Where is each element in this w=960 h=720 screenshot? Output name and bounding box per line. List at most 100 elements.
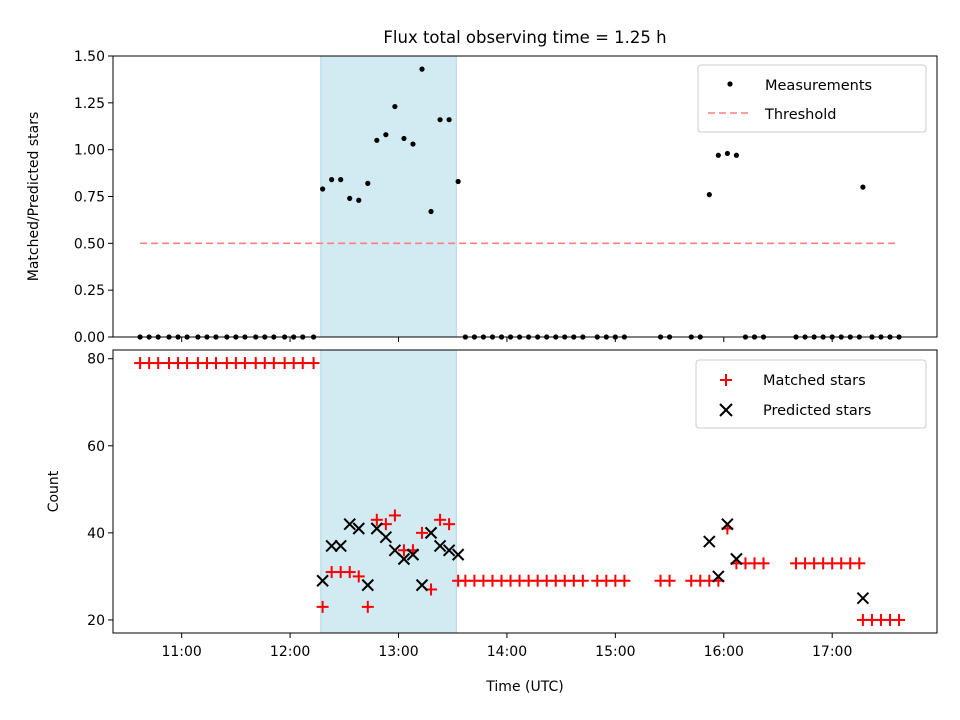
predicted-star-point [316, 574, 329, 587]
measurement-point [374, 137, 380, 143]
y-tick-label: 40 [87, 526, 105, 542]
matched-star-point [663, 574, 676, 587]
chart-title: Flux total observing time = 1.25 h [383, 28, 666, 47]
measurement-point [401, 135, 407, 142]
matched-star-points [134, 357, 906, 626]
x-tick-label: 14:00 [487, 644, 527, 660]
predicted-star-point [856, 591, 870, 605]
matched-star-point [210, 357, 222, 370]
matched-star-point [352, 570, 365, 583]
measurement-point [724, 150, 730, 157]
measurement-point [320, 186, 326, 192]
matched-star-point [181, 357, 194, 370]
measurement-point [338, 177, 344, 183]
matched-star-point [343, 566, 356, 579]
predicted-star-point [397, 552, 411, 566]
measurement-point [428, 208, 434, 215]
matched-star-point [370, 513, 383, 526]
measurement-point [356, 197, 362, 203]
predicted-star-point [379, 531, 393, 544]
measurement-point [455, 178, 461, 185]
ratio-legend: Measurements Threshold [697, 64, 927, 133]
observing-time-span [320, 55, 457, 338]
predicted-star-point [334, 539, 347, 553]
predicted-star-point [406, 548, 420, 561]
matched-star-point [316, 600, 329, 613]
predicted-star-point [712, 570, 725, 583]
matched-star-point [434, 513, 447, 526]
ratio-x-ticks [181, 337, 833, 342]
y-tick-label: 60 [87, 439, 105, 455]
x-tick-label: 11:00 [161, 644, 201, 660]
y-tick-label: 1.50 [74, 49, 105, 65]
measurement-point [329, 177, 335, 183]
observing-time-span-lower [320, 349, 457, 634]
y-tick-label: 0.25 [74, 283, 105, 299]
measurement-point [715, 152, 721, 158]
predicted-star-point [730, 552, 743, 566]
x-axis-label: Time (UTC) [485, 679, 563, 695]
legend-matched-marker [720, 374, 732, 386]
measurement-point [347, 195, 353, 201]
measurement-point [410, 141, 416, 147]
y-tick-label: 1.00 [74, 143, 105, 159]
matched-star-point [757, 557, 770, 570]
count-plot-frame [112, 349, 938, 634]
ratio-panel: 0.00 0.25 0.50 0.75 1.00 1.25 1.50 Matched/Pre… [26, 49, 938, 346]
matched-star-point [152, 357, 165, 370]
measurement-point [392, 103, 398, 110]
ratio-legend-box [697, 64, 927, 133]
legend-predicted-label: Predicted stars [763, 403, 871, 419]
matched-star-point [416, 526, 428, 539]
predicted-star-point [343, 517, 356, 531]
matched-star-point [238, 357, 251, 370]
predicted-star-point [451, 548, 465, 561]
x-tick-label: 16:00 [704, 644, 744, 660]
x-tick-label: 15:00 [595, 644, 635, 660]
measurement-point [733, 152, 740, 158]
predicted-star-point [442, 544, 456, 557]
predicted-star-point [325, 539, 338, 553]
matched-star-point [443, 518, 456, 531]
legend-threshold-label: Threshold [764, 107, 836, 123]
matched-star-point [893, 613, 906, 626]
measurement-point [706, 192, 712, 198]
count-x-ticks: 11:00 12:00 13:00 14:00 15:00 16:00 17:00 [161, 633, 852, 660]
predicted-star-point [352, 522, 365, 535]
ratio-y-axis-label: Matched/Predicted stars [26, 112, 42, 282]
legend-measurements-label: Measurements [765, 78, 872, 94]
predicted-star-points [316, 517, 870, 605]
x-tick-label: 17:00 [812, 644, 852, 660]
matched-star-point [576, 574, 589, 587]
measurement-points [137, 66, 902, 340]
x-tick-label: 12:00 [270, 644, 310, 660]
measurement-point [446, 117, 452, 123]
y-tick-label: 0.00 [74, 330, 105, 346]
matched-star-point [296, 357, 309, 370]
matched-star-point [618, 574, 631, 587]
ratio-plot-frame [112, 55, 938, 338]
predicted-star-point [433, 539, 447, 553]
y-tick-label: 0.50 [74, 236, 105, 252]
matched-star-point [307, 357, 320, 370]
matched-star-point [388, 509, 401, 522]
predicted-star-point [703, 535, 716, 548]
matched-star-point [267, 357, 280, 370]
y-tick-label: 0.75 [74, 190, 105, 206]
count-y-axis-label: Count [46, 470, 62, 512]
measurement-point [860, 184, 866, 190]
count-legend-box [695, 359, 927, 429]
y-tick-label: 1.25 [74, 96, 105, 112]
y-tick-label: 80 [87, 352, 105, 368]
measurement-point [365, 180, 371, 186]
matched-star-point [853, 557, 866, 570]
count-y-ticks: 20 40 60 80 [87, 352, 113, 629]
ratio-y-ticks: 0.00 0.25 0.50 0.75 1.00 1.25 1.50 [74, 49, 113, 346]
legend-measurements-marker [727, 81, 733, 87]
legend-matched-label: Matched stars [763, 373, 866, 389]
x-tick-label: 13:00 [378, 644, 418, 660]
predicted-star-point [721, 517, 734, 531]
matched-star-point [361, 600, 374, 613]
